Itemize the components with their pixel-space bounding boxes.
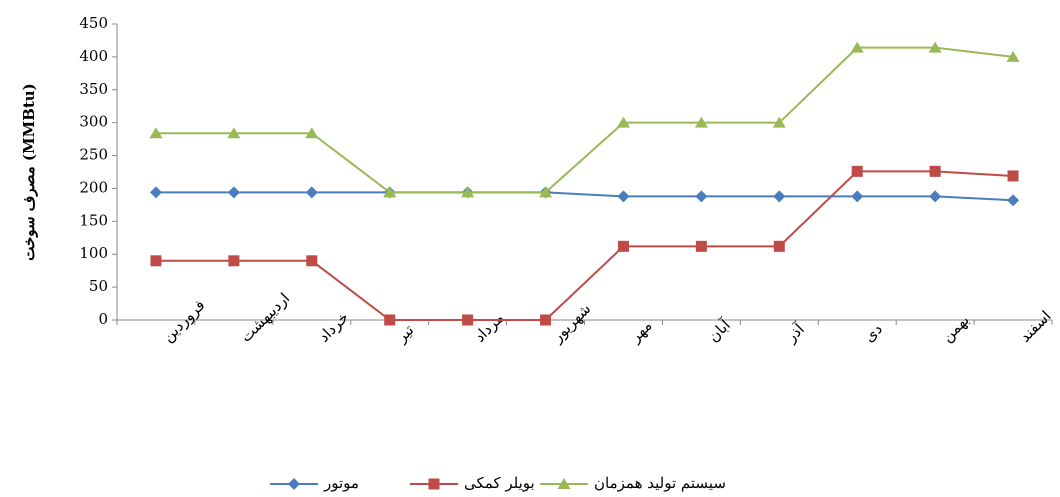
legend-marker	[428, 478, 440, 490]
data-point	[539, 186, 553, 198]
data-point	[462, 314, 474, 326]
x-tick-label: اسفند	[1016, 307, 1055, 346]
series-line	[155, 170, 1014, 321]
data-point	[772, 116, 786, 128]
data-point	[540, 314, 552, 326]
y-tick-label: 150	[79, 211, 108, 229]
data-point	[851, 165, 863, 177]
series-line	[155, 191, 1014, 202]
data-point	[461, 186, 475, 198]
data-point	[306, 255, 318, 267]
x-tick-label: اردیبهشت	[237, 289, 293, 345]
data-point	[1007, 194, 1020, 207]
x-tick-label: بهمن	[938, 311, 973, 346]
data-point	[1006, 50, 1020, 62]
y-tick-label: 400	[79, 47, 108, 65]
y-tick-label: 100	[79, 244, 108, 262]
data-point	[695, 190, 708, 203]
data-point	[228, 255, 240, 267]
legend-marker	[557, 478, 571, 489]
data-point	[227, 127, 241, 139]
data-point	[929, 165, 941, 177]
x-tick-label: فروردین	[159, 296, 209, 346]
y-tick-label: 200	[79, 178, 108, 196]
data-point	[149, 127, 163, 139]
y-tick-label: 450	[79, 14, 108, 32]
data-point	[383, 186, 397, 198]
data-point	[929, 190, 942, 203]
x-tick-label: آذر	[782, 320, 809, 347]
data-point	[695, 240, 707, 252]
legend-label: سیستم تولید همزمان	[594, 474, 726, 492]
data-point	[617, 190, 630, 203]
data-point	[1007, 170, 1019, 182]
data-point	[305, 186, 318, 199]
x-tick-label: شهریور	[548, 300, 595, 347]
x-tick-label: مرداد	[471, 309, 508, 346]
legend-label: موتور	[323, 474, 359, 492]
y-tick-label: 300	[79, 113, 108, 131]
x-tick-label: مهر	[626, 316, 656, 346]
data-point	[227, 186, 240, 199]
series-line	[155, 46, 1014, 194]
data-point	[773, 240, 785, 252]
y-axis-label: مصرف سوخت (MMBtu)	[20, 83, 38, 261]
y-tick-label: 0	[98, 310, 108, 328]
y-tick-label: 50	[89, 277, 108, 295]
data-point	[616, 116, 630, 128]
x-tick-label: تیر	[392, 321, 417, 346]
legend-marker	[288, 478, 300, 490]
data-point	[305, 127, 319, 139]
data-point	[773, 190, 786, 203]
x-tick-label: خرداد	[315, 308, 353, 346]
y-tick-label: 350	[79, 80, 108, 98]
data-point	[384, 314, 396, 326]
data-point	[850, 41, 864, 53]
data-point	[851, 190, 864, 203]
legend-label: بویلر کمکی	[464, 474, 535, 492]
y-tick-label: 250	[79, 146, 108, 164]
data-point	[928, 41, 942, 53]
data-point	[617, 240, 629, 252]
data-point	[694, 116, 708, 128]
data-point	[149, 186, 162, 199]
x-tick-label: دی	[860, 320, 886, 346]
data-point	[150, 255, 162, 267]
